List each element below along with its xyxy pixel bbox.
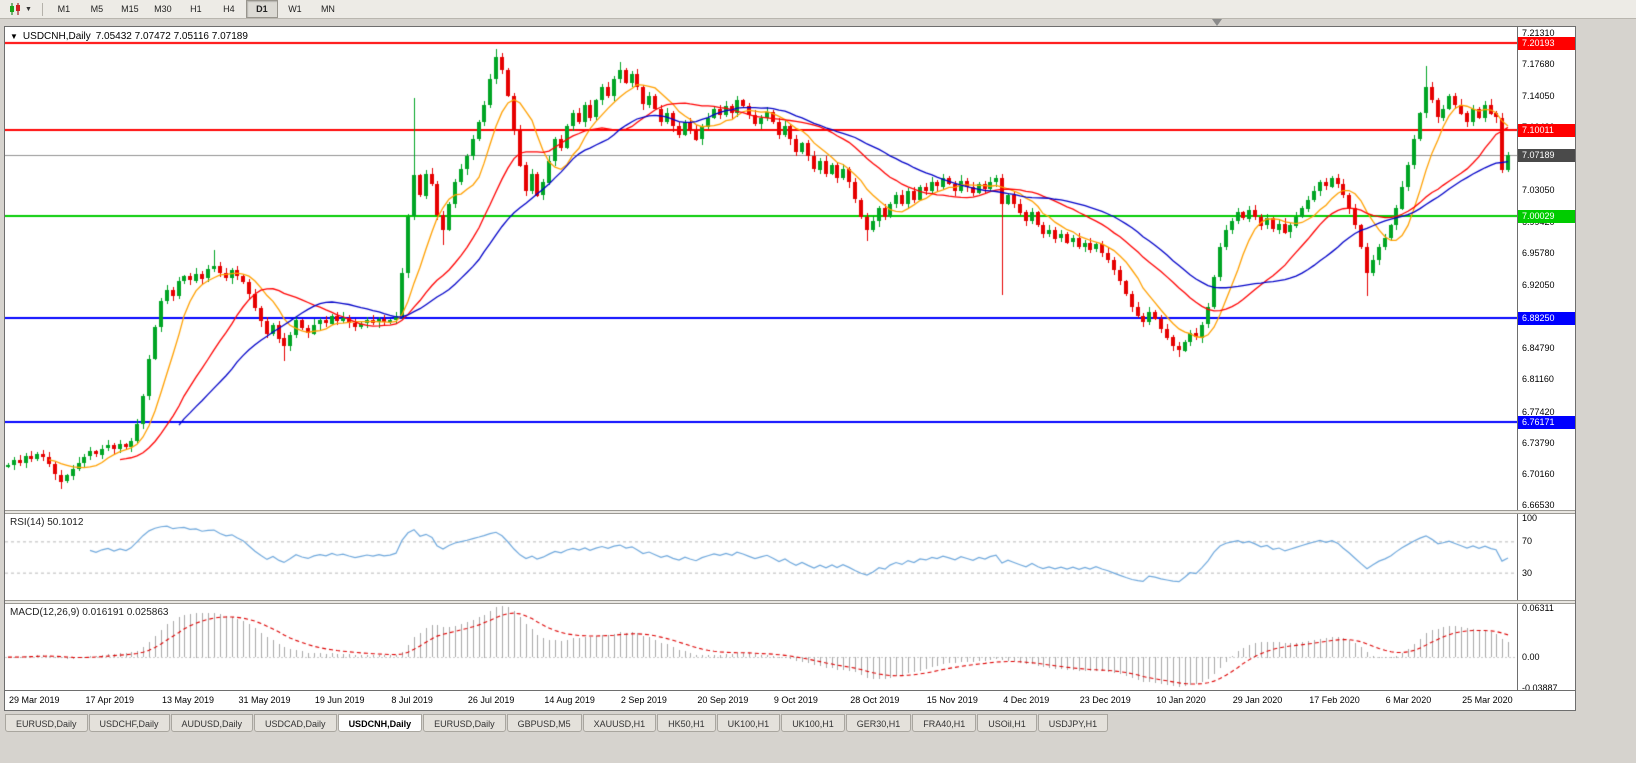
hline-price-badge: 7.20193: [1518, 36, 1575, 50]
chart-tab-uk100-h1[interactable]: UK100,H1: [781, 714, 845, 732]
pane-splitter-macd[interactable]: [5, 600, 1575, 604]
price-tick: 6.95780: [1522, 248, 1555, 259]
period-button-d1[interactable]: D1: [245, 0, 278, 18]
chart-tab-usdcad-daily[interactable]: USDCAD,Daily: [254, 714, 337, 732]
date-label: 28 Oct 2019: [850, 695, 900, 705]
macd-tick: 0.06311: [1522, 602, 1554, 613]
date-label: 29 Mar 2019: [9, 695, 60, 705]
price-tick: 6.70160: [1522, 469, 1555, 480]
date-label: 14 Aug 2019: [544, 695, 595, 705]
date-label: 2 Sep 2019: [620, 695, 667, 705]
chart-tab-usdchf-daily[interactable]: USDCHF,Daily: [88, 714, 170, 732]
date-label: 9 Oct 2019: [773, 695, 818, 705]
chart-tab-gbpusd-m5[interactable]: GBPUSD,M5: [506, 714, 582, 732]
time-scale[interactable]: 29 Mar 2019 17 Apr 2019 13 May 2019 31 May …: [5, 690, 1575, 710]
period-button-h4[interactable]: H4: [223, 4, 235, 14]
date-label: 19 Jun 2019: [314, 695, 365, 705]
chart-window: ▼ USDCNH,Daily 7.05432 7.07472 7.05116 7…: [4, 26, 1576, 711]
hline-price-badge: 7.00029: [1518, 210, 1575, 224]
one-click-trading-icon[interactable]: ▼: [10, 32, 18, 41]
chart-tab-ger30-h1[interactable]: GER30,H1: [845, 714, 912, 732]
price-tick: 6.84790: [1522, 342, 1555, 353]
period-button-m15[interactable]: M15: [121, 4, 139, 14]
price-tick: 7.14050: [1522, 90, 1555, 101]
pane-splitter-rsi[interactable]: [5, 510, 1575, 514]
macd-pane[interactable]: [5, 604, 1517, 690]
macd-tick: -0.03887: [1522, 682, 1558, 693]
symbol-quote-line: ▼ USDCNH,Daily 7.05432 7.07472 7.05116 7…: [10, 31, 248, 42]
macd-indicator-label: MACD(12,26,9) 0.016191 0.025863: [10, 607, 169, 618]
period-button-m30[interactable]: M30: [154, 4, 172, 14]
symbol-name: USDCNH,Daily: [22, 31, 91, 42]
symbol-ohlc: 7.05432 7.07472 7.05116 7.07189: [95, 31, 248, 42]
rsi-tick: 100: [1522, 512, 1538, 523]
price-tick: 7.21310: [1522, 27, 1555, 38]
period-button-m5[interactable]: M5: [90, 4, 104, 14]
date-label: 10 Jan 2020: [1156, 695, 1206, 705]
chart-tab-audusd-daily[interactable]: AUDUSD,Daily: [170, 714, 254, 732]
date-label: 17 Feb 2020: [1309, 695, 1360, 705]
date-label: 29 Jan 2020: [1232, 695, 1283, 705]
price-scale[interactable]: 7.213107.176807.140507.104207.067907.030…: [1517, 27, 1575, 693]
price-tick: 7.17680: [1522, 59, 1555, 70]
period-button-m1[interactable]: M1: [57, 4, 71, 14]
chart-tab-xauusd-h1[interactable]: XAUUSD,H1: [582, 714, 657, 732]
price-tick: 6.81160: [1522, 374, 1554, 385]
chart-type-button[interactable]: ▼: [4, 0, 37, 18]
macd-tick: 0.00: [1522, 652, 1540, 663]
period-button-h1[interactable]: H1: [190, 4, 202, 14]
price-tick: 6.66530: [1522, 500, 1555, 511]
date-label: 8 Jul 2019: [391, 695, 433, 705]
hline-price-badge: 6.88250: [1518, 312, 1575, 326]
period-button-w1[interactable]: W1: [288, 4, 302, 14]
chart-tab-usdcnh-daily[interactable]: USDCNH,Daily: [337, 714, 423, 732]
candlestick-chart-icon: [10, 3, 20, 15]
date-label: 15 Nov 2019: [926, 695, 978, 705]
date-label: 4 Dec 2019: [1003, 695, 1050, 705]
date-label: 13 May 2019: [161, 695, 214, 705]
period-buttons: M1 M5 M15 M30 H1 H4 D1 W1 MN: [48, 0, 344, 18]
rsi-tick: 70: [1522, 536, 1533, 547]
chart-tabbar: EURUSD,Daily USDCHF,Daily AUDUSD,Daily USDC…: [0, 714, 1636, 734]
price-tick: 6.77420: [1522, 406, 1555, 417]
price-tick: 7.03050: [1522, 185, 1555, 196]
price-tick: 6.73790: [1522, 437, 1555, 448]
timeframe-toolbar: ▼ M1 M5 M15 M30 H1 H4 D1 W1 MN: [0, 0, 1636, 19]
rsi-pane[interactable]: [5, 514, 1517, 600]
dropdown-caret-icon: ▼: [25, 5, 32, 13]
rsi-tick: 30: [1522, 567, 1533, 578]
hline-price-badge: 6.76171: [1518, 416, 1575, 430]
period-button-mn[interactable]: MN: [320, 4, 335, 14]
chart-tab-hk50-h1[interactable]: HK50,H1: [657, 714, 716, 732]
current-price-badge: 7.07189: [1518, 148, 1575, 162]
chart-tab-usdjpy-h1[interactable]: USDJPY,H1: [1037, 714, 1109, 732]
chart-tab-usoil-h1[interactable]: USOil,H1: [977, 714, 1037, 732]
price-tick: 6.92050: [1522, 280, 1555, 291]
chart-tab-eurusd-daily[interactable]: EURUSD,Daily: [5, 714, 88, 732]
date-label: 26 Jul 2019: [467, 695, 515, 705]
toolbar-separator: [41, 2, 43, 16]
date-label: 31 May 2019: [238, 695, 291, 705]
chart-tab-eurusd-daily[interactable]: EURUSD,Daily: [423, 714, 506, 732]
date-label: 25 Mar 2020: [1462, 695, 1513, 705]
date-label: 20 Sep 2019: [697, 695, 749, 705]
hline-price-badge: 7.10011: [1518, 124, 1575, 138]
chart-tab-uk100-h1[interactable]: UK100,H1: [716, 714, 781, 732]
chart-tab-fra40-h1[interactable]: FRA40,H1: [912, 714, 977, 732]
date-label: 23 Dec 2019: [1079, 695, 1131, 705]
rsi-indicator-label: RSI(14) 50.1012: [10, 517, 84, 528]
price-chart-pane[interactable]: [5, 27, 1517, 510]
date-label: 17 Apr 2019: [85, 695, 135, 705]
chart-shift-marker[interactable]: [1212, 19, 1222, 26]
date-label: 6 Mar 2020: [1385, 695, 1432, 705]
